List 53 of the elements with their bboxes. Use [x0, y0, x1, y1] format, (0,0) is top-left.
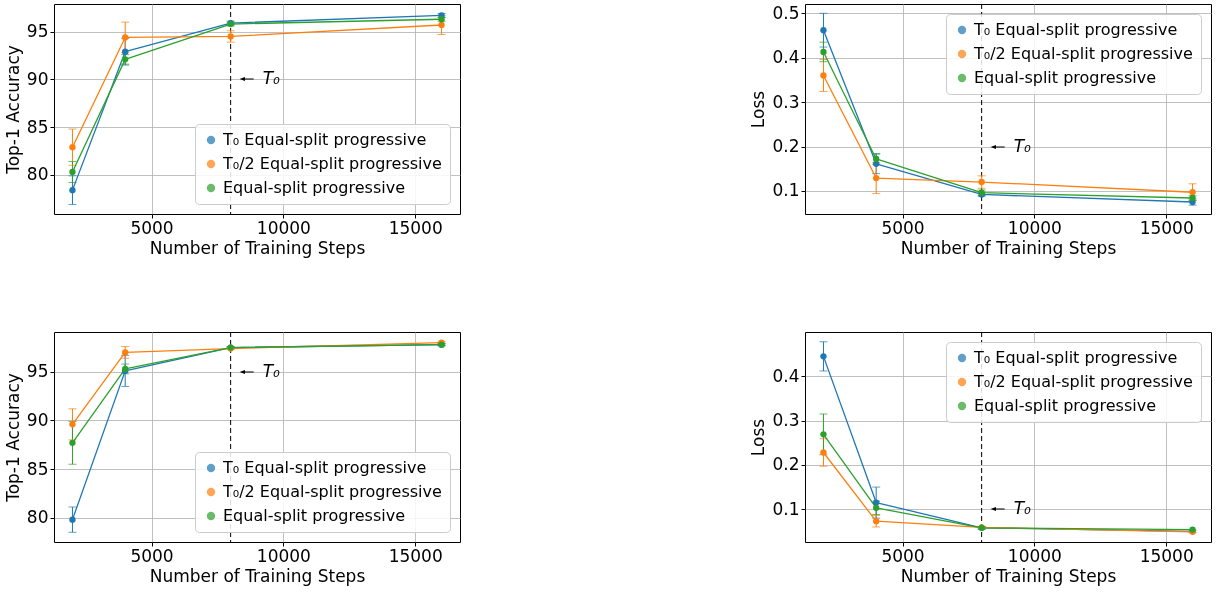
x-axis-title: Number of Training Steps [149, 565, 366, 586]
x-tick-label: 5000 [881, 545, 925, 566]
legend-label: Equal-split progressive [974, 68, 1156, 87]
x-tick-label: 15000 [1139, 545, 1194, 566]
y-tick-label: 0.2 [772, 454, 800, 475]
x-axis-title: Number of Training Steps [900, 565, 1117, 586]
y-tick-label: 90 [26, 68, 49, 89]
y-tick-label: 95 [26, 21, 49, 42]
legend-label: T₀ Equal-split progressive [973, 348, 1178, 367]
x-axis-title: Number of Training Steps [900, 237, 1117, 258]
x-tick-label: 15000 [1139, 217, 1194, 238]
legend-label: Equal-split progressive [223, 506, 405, 525]
y-tick-label: 80 [26, 164, 49, 185]
y-axis-title: Loss [748, 418, 769, 457]
y-tick-label: 0.1 [772, 498, 800, 519]
y-tick-label: 85 [26, 116, 49, 137]
y-tick-label: 0.4 [772, 47, 800, 68]
x-tick-label: 10000 [1007, 217, 1062, 238]
y-axis-title: Top-1 Accuracy [2, 45, 23, 175]
legend-label: T₀/2 Equal-split progressive [222, 482, 442, 501]
y-tick-label: 0.5 [772, 2, 800, 23]
y-tick-label: 0.3 [772, 410, 800, 431]
x-tick-label: 15000 [388, 217, 443, 238]
legend-label: T₀/2 Equal-split progressive [222, 154, 442, 173]
ref-line-label: T₀ [1013, 136, 1032, 156]
legend-label: T₀ Equal-split progressive [973, 20, 1178, 39]
x-tick-label: 10000 [1007, 545, 1062, 566]
legend-label: T₀/2 Equal-split progressive [973, 372, 1193, 391]
y-tick-label: 0.2 [772, 136, 800, 157]
legend-label: T₀ Equal-split progressive [222, 130, 427, 149]
x-tick-label: 5000 [881, 217, 925, 238]
x-tick-label: 10000 [256, 217, 311, 238]
legend-label: T₀/2 Equal-split progressive [973, 44, 1193, 63]
x-axis-title: Number of Training Steps [149, 237, 366, 258]
y-axis-title: Top-1 Accuracy [2, 373, 23, 503]
legend-label: Equal-split progressive [223, 178, 405, 197]
x-tick-label: 5000 [130, 217, 174, 238]
x-tick-label: 5000 [130, 545, 174, 566]
y-tick-label: 80 [26, 507, 49, 528]
legend-label: T₀ Equal-split progressive [222, 458, 427, 477]
ref-line-label: T₀ [262, 68, 281, 88]
x-tick-label: 10000 [256, 545, 311, 566]
y-axis-title: Loss [748, 90, 769, 129]
y-tick-label: 0.4 [772, 365, 800, 386]
ref-line-label: T₀ [1013, 498, 1032, 518]
y-tick-label: 85 [26, 458, 49, 479]
x-tick-label: 15000 [388, 545, 443, 566]
ref-line-label: T₀ [262, 361, 281, 381]
y-tick-label: 90 [26, 409, 49, 430]
legend-label: Equal-split progressive [974, 396, 1156, 415]
y-tick-label: 0.1 [772, 180, 800, 201]
y-tick-label: 0.3 [772, 91, 800, 112]
y-tick-label: 95 [26, 361, 49, 382]
